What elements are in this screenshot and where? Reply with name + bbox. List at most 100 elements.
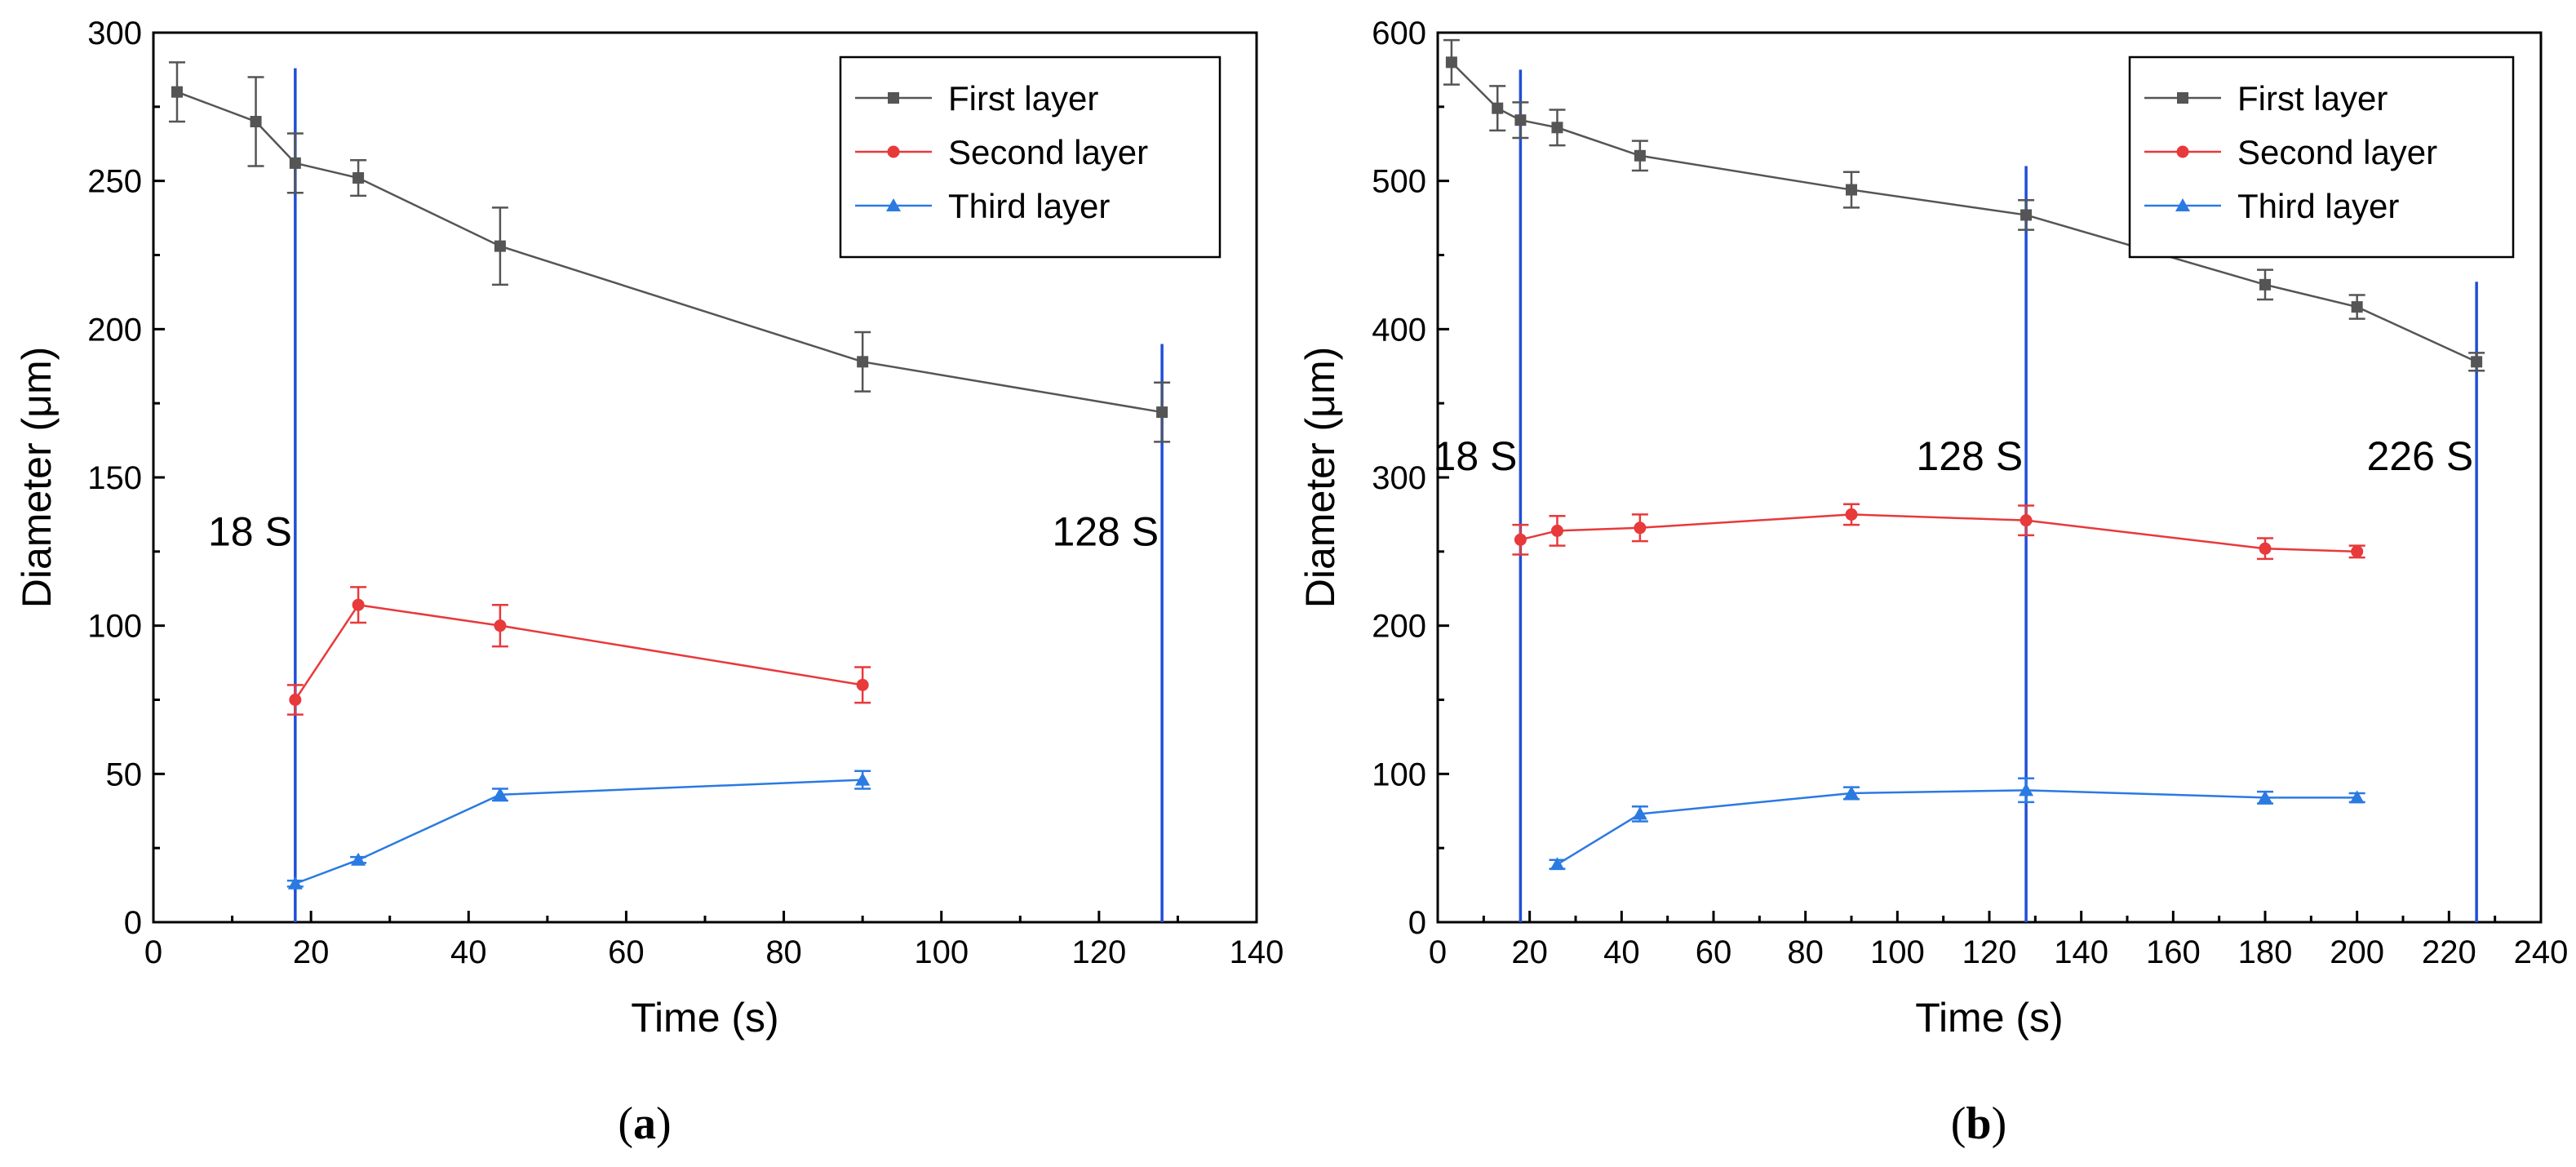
series-group-a	[168, 61, 1171, 890]
series-first-layer	[1443, 38, 2485, 372]
data-point-square	[2351, 301, 2363, 313]
panel-label-a-letter: a	[633, 1098, 656, 1149]
data-point-square	[2259, 278, 2271, 291]
data-point-circle	[1550, 524, 1563, 537]
y-tick-label: 150	[87, 460, 142, 496]
y-tick-label: 300	[1372, 460, 1426, 496]
x-tick-label: 60	[1696, 934, 1732, 970]
y-tick-label: 50	[106, 757, 143, 792]
x-tick-label: 20	[293, 934, 330, 970]
data-point-triangle	[886, 198, 901, 211]
data-point-square	[1846, 184, 1857, 196]
x-tick-label: 120	[1962, 934, 2017, 970]
series-line	[1556, 789, 2357, 866]
x-tick-label: 140	[2054, 934, 2108, 970]
data-point-circle	[289, 694, 302, 706]
y-tick-label: 400	[1372, 312, 1426, 348]
series-group-b	[1443, 38, 2485, 871]
series-third-layer	[286, 770, 871, 890]
data-point-square	[1445, 56, 1457, 69]
data-point-square	[857, 356, 869, 368]
x-tick-label: 20	[1511, 934, 1548, 970]
data-point-triangle	[1550, 857, 1565, 871]
legend-label: Second layer	[948, 133, 1148, 171]
x-tick-label: 200	[2330, 934, 2384, 970]
panel-label-b: (b)	[1951, 1098, 2006, 1149]
data-point-circle	[1634, 521, 1647, 535]
data-point-circle	[494, 619, 507, 632]
panel-label-a: (a)	[618, 1098, 671, 1149]
annotation-label: 226 S	[2366, 433, 2473, 479]
legend-label: Second layer	[2237, 133, 2437, 171]
data-point-square	[352, 172, 365, 184]
data-point-square	[171, 86, 183, 98]
data-point-square	[250, 116, 262, 127]
data-point-triangle	[492, 787, 508, 801]
x-tick-label: 100	[1870, 934, 1925, 970]
panel-label-b-letter: b	[1966, 1098, 1991, 1149]
legend-a: First layer Second layer Third layer	[839, 55, 1221, 259]
data-point-circle	[2259, 542, 2272, 555]
series-third-layer	[1549, 777, 2365, 871]
data-point-square	[1634, 149, 1646, 162]
data-point-square	[494, 240, 506, 252]
y-tick-label: 250	[87, 164, 142, 200]
series-line	[1520, 513, 2357, 553]
series-line	[295, 779, 863, 885]
data-point-square	[1514, 114, 1527, 126]
data-point-circle	[887, 145, 900, 158]
y-tick-label: 300	[87, 16, 142, 51]
series-line	[294, 603, 863, 701]
data-point-triangle	[2019, 783, 2034, 796]
x-tick-label: 80	[1787, 934, 1824, 970]
annotation-lines-a: 18 S 128 S	[208, 68, 1164, 922]
y-tick-label: 200	[87, 312, 142, 348]
series-first-layer	[168, 61, 1171, 443]
annotation-label: 128 S	[1916, 433, 2023, 479]
x-ticks-b: 0 20 40 60 80 100 120 140 160 180 200 220 240	[1429, 911, 2569, 970]
data-point-circle	[1845, 508, 1858, 521]
data-point-square	[1492, 102, 1504, 114]
data-point-triangle	[1632, 806, 1647, 820]
y-tick-label: 200	[1372, 609, 1426, 645]
data-point-triangle	[287, 876, 303, 890]
data-point-circle	[2351, 545, 2364, 558]
x-tick-label: 0	[1429, 934, 1447, 970]
data-point-square	[2020, 209, 2033, 221]
x-tick-label: 220	[2422, 934, 2476, 970]
x-tick-label: 140	[1230, 934, 1284, 970]
legend-b: First layer Second layer Third layer	[2128, 55, 2515, 259]
x-axis-title-a: Time (s)	[631, 995, 778, 1041]
x-tick-label: 0	[144, 934, 162, 970]
legend-box	[2128, 55, 2515, 259]
series-second-layer	[286, 586, 871, 716]
data-point-triangle	[2175, 198, 2190, 211]
y-ticks-b: 0 100 200 300 400 500 600	[1372, 16, 1449, 941]
y-tick-label: 0	[124, 905, 142, 941]
data-point-square	[289, 157, 301, 169]
annotation-label: 18 S	[208, 508, 292, 554]
legend-label: Third layer	[2237, 187, 2399, 225]
y-ticks-a: 0 50 100 150 200 250 300	[87, 16, 165, 941]
x-tick-label: 120	[1071, 934, 1126, 970]
data-point-square	[1551, 122, 1563, 134]
data-point-square	[2471, 356, 2483, 368]
x-ticks-a: 0 20 40 60 80 100 120 140	[144, 911, 1284, 970]
data-point-triangle	[1844, 785, 1859, 799]
x-tick-label: 180	[2238, 934, 2293, 970]
x-tick-label: 240	[2514, 934, 2569, 970]
data-point-circle	[856, 678, 869, 691]
x-tick-label: 40	[1603, 934, 1640, 970]
annotation-label: 128 S	[1052, 508, 1159, 554]
y-tick-label: 100	[87, 609, 142, 645]
data-point-triangle	[2349, 790, 2365, 804]
x-tick-label: 80	[765, 934, 802, 970]
x-tick-label: 160	[2146, 934, 2201, 970]
data-point-triangle	[855, 772, 871, 786]
chart-panel-b: 0 100 200 300 400 500 600 0 20 40 60 80 100 120 140 16…	[1297, 16, 2568, 1149]
x-tick-label: 60	[608, 934, 645, 970]
data-point-circle	[2176, 145, 2189, 158]
data-point-circle	[352, 598, 365, 611]
chart-panel-a: 0 50 100 150 200 250 300 0 20 40 60 80 100 120 140 Ti…	[14, 16, 1284, 1149]
legend-label: First layer	[2237, 79, 2388, 118]
